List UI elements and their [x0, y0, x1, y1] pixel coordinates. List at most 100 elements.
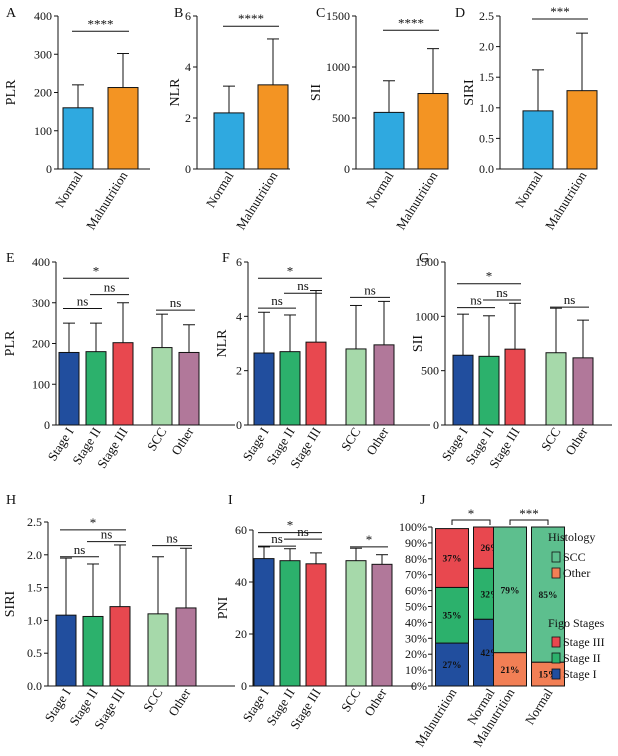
x-tick-label: Normal: [203, 168, 237, 210]
bar: [253, 352, 275, 426]
bar: [371, 563, 393, 687]
significance-label: ns: [364, 282, 376, 297]
y-tick-label: 1.0: [27, 613, 42, 627]
panel-letter: B: [174, 6, 183, 21]
x-tick-label: Other: [363, 424, 392, 458]
x-tick-label: SCC: [338, 425, 364, 454]
y-tick-label: 4: [236, 309, 242, 323]
x-tick-label: Malnutrition: [83, 168, 131, 232]
legend-label: Stage II: [563, 651, 601, 665]
legend-swatch: [551, 668, 561, 680]
legend-swatch: [551, 636, 561, 648]
significance-label: ns: [166, 531, 178, 546]
y-axis-label: SIRI: [3, 590, 18, 617]
y-tick-label: 1.5: [27, 581, 42, 595]
y-tick-label: 40: [235, 575, 247, 589]
y-tick-label: 40%: [405, 615, 427, 629]
panel-letter: A: [6, 6, 17, 21]
y-axis-label: PLR: [4, 79, 19, 105]
y-tick-label: 90%: [405, 536, 427, 550]
y-axis-label: SII: [411, 335, 426, 352]
bar: [147, 613, 169, 687]
significance-bracket: [509, 519, 549, 525]
y-tick-label: 60: [235, 523, 247, 537]
segment-label: 79%: [501, 586, 520, 596]
bar: [253, 558, 275, 687]
bar: [373, 344, 395, 426]
x-tick-label: Other: [165, 685, 194, 719]
bar: [178, 351, 200, 426]
y-axis-label: NLR: [168, 78, 183, 107]
legend-label: Stage I: [563, 667, 597, 681]
y-tick-label: 1500: [415, 255, 439, 269]
stacked-segment: [435, 642, 469, 687]
y-tick-label: 20%: [405, 647, 427, 661]
panel-letter: E: [6, 251, 15, 266]
significance-label: ***: [550, 4, 570, 19]
bar: [305, 563, 327, 687]
y-tick-label: 6: [185, 9, 191, 23]
y-tick-label: 2: [185, 111, 191, 125]
bar: [107, 87, 139, 170]
y-tick-label: 2.5: [479, 9, 494, 23]
bar: [151, 347, 173, 426]
significance-label: ns: [74, 542, 86, 557]
y-tick-label: 200: [32, 337, 50, 351]
segment-label: 26%: [481, 544, 500, 554]
y-tick-label: 4: [185, 60, 191, 74]
x-tick-label: Malnutrition: [233, 168, 281, 232]
y-tick-label: 100%: [399, 520, 427, 534]
bar: [545, 352, 567, 426]
bar: [305, 341, 327, 426]
significance-label: *: [93, 263, 100, 278]
y-axis-label: PLR: [3, 330, 18, 356]
legend-swatch: [551, 551, 561, 563]
bar: [213, 112, 245, 170]
panel-d: D 0.0 0.5 1.0 1.5 2.0 2.5 SIRI NormalMalnutritio…: [455, 4, 598, 232]
x-tick-label: SCC: [538, 425, 564, 454]
bar: [572, 357, 594, 426]
legend-title: Figo Stages: [548, 616, 605, 630]
legend-title: Histology: [548, 530, 595, 544]
significance-label: *: [287, 518, 294, 533]
y-tick-label: 0.0: [479, 162, 494, 176]
y-tick-label: 2: [236, 364, 242, 378]
significance-label: *: [90, 515, 97, 530]
bar: [62, 107, 94, 170]
bar: [85, 351, 107, 426]
y-tick-label: 0: [185, 162, 191, 176]
x-tick-label: Normal: [52, 168, 86, 210]
significance-label: ns: [104, 280, 116, 295]
y-tick-label: 0%: [411, 679, 427, 693]
x-tick-label: SCC: [140, 686, 166, 715]
bar: [504, 348, 526, 426]
bar: [175, 607, 197, 687]
y-tick-label: 1.0: [479, 101, 494, 115]
stacked-segment: [435, 586, 469, 644]
y-tick-label: 0.5: [479, 131, 494, 145]
y-tick-label: 50%: [405, 600, 427, 614]
significance-label: *: [468, 506, 475, 521]
y-tick-label: 1500: [326, 9, 350, 23]
significance-label: ns: [470, 293, 482, 308]
significance-bracket: [451, 519, 491, 525]
y-tick-label: 1.5: [479, 70, 494, 84]
y-tick-label: 60%: [405, 584, 427, 598]
segment-label: 85%: [539, 591, 558, 601]
significance-label: ns: [77, 293, 89, 308]
y-tick-label: 0: [46, 162, 52, 176]
x-tick-label: Normal: [363, 168, 397, 210]
x-tick-label: Malnutrition: [542, 168, 590, 232]
panel-letter: G: [419, 251, 429, 266]
y-tick-label: 30%: [405, 631, 427, 645]
x-tick-label: Other: [168, 424, 197, 458]
legend-label: Other: [563, 566, 590, 580]
y-tick-label: 0: [433, 418, 439, 432]
